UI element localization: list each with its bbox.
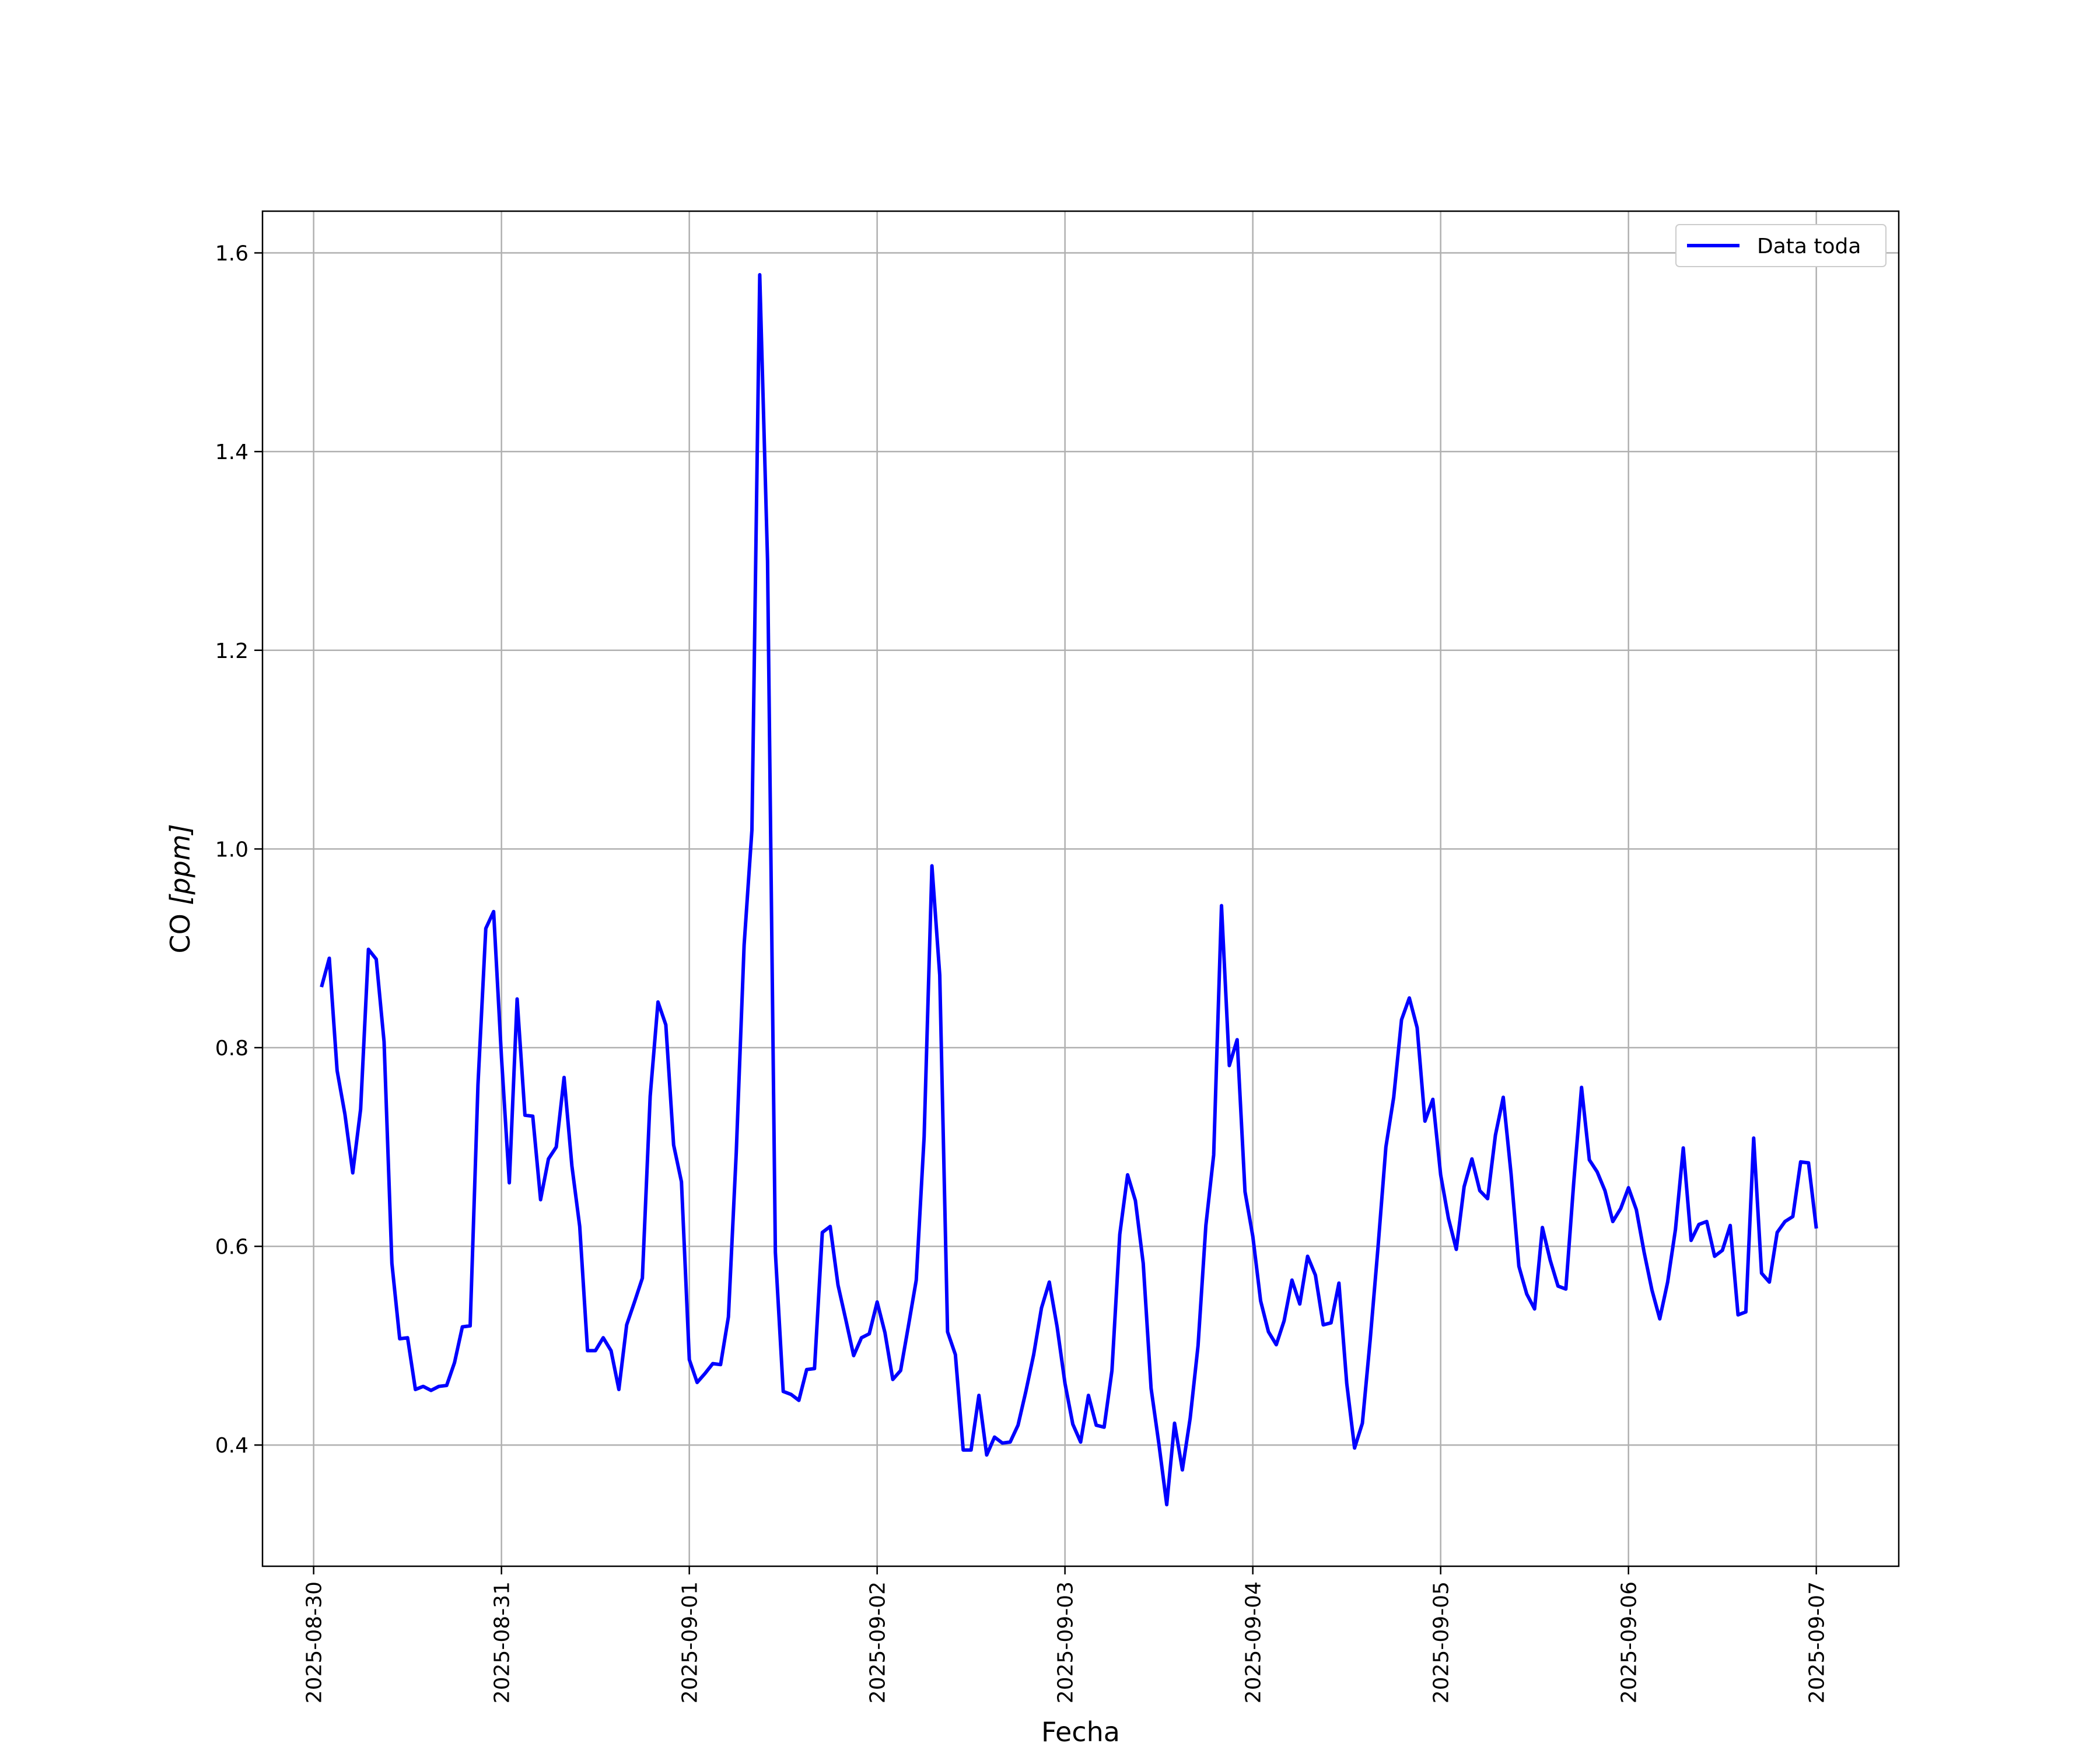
y-tick-label-0-8: 0.8 [215, 1037, 249, 1060]
y-axis-label-unit: [ppm] [164, 824, 196, 905]
legend-box [1675, 224, 1887, 267]
x-axis-ticks: 2025-08-30 2025-08-31 2025-09-01 2025-09-02… [303, 1566, 1829, 1703]
y-tick-label-1-6: 1.6 [215, 242, 249, 266]
x-tick-label-2025-09-06: 2025-09-06 [1618, 1581, 1642, 1703]
x-tick-label-2025-09-03: 2025-09-03 [1054, 1581, 1078, 1703]
x-tick-label-2025-09-01: 2025-09-01 [678, 1581, 702, 1703]
x-tick-label-2025-09-02: 2025-09-02 [866, 1581, 890, 1703]
x-tick-label-2025-08-31: 2025-08-31 [491, 1581, 514, 1703]
x-tick-label-2025-08-30: 2025-08-30 [303, 1581, 327, 1703]
series-layer [320, 273, 1818, 1507]
legend-label-data-toda: Data toda [1757, 235, 1861, 258]
y-tick-label-1-4: 1.4 [215, 440, 249, 464]
y-tick-label-1-0: 1.0 [215, 838, 249, 862]
plot-area-frame [261, 210, 1900, 1567]
y-axis-ticks: 0.4 0.6 0.8 1.0 1.2 1.4 1.6 [215, 242, 262, 1458]
x-tick-label-2025-09-07: 2025-09-07 [1805, 1581, 1829, 1703]
y-axis-label: CO [ppm] [164, 824, 196, 953]
y-tick-label-0-4: 0.4 [215, 1434, 249, 1458]
y-tick-label-1-2: 1.2 [215, 639, 249, 663]
y-tick-label-0-6: 0.6 [215, 1236, 249, 1259]
series-line-0 [320, 273, 1818, 1507]
x-tick-label-2025-09-05: 2025-09-05 [1430, 1581, 1454, 1703]
x-tick-label-2025-09-04: 2025-09-04 [1242, 1581, 1266, 1703]
legend: Data toda [1675, 224, 1887, 267]
x-axis-label: Fecha [1041, 1716, 1120, 1748]
y-axis-label-main: CO [164, 905, 196, 954]
